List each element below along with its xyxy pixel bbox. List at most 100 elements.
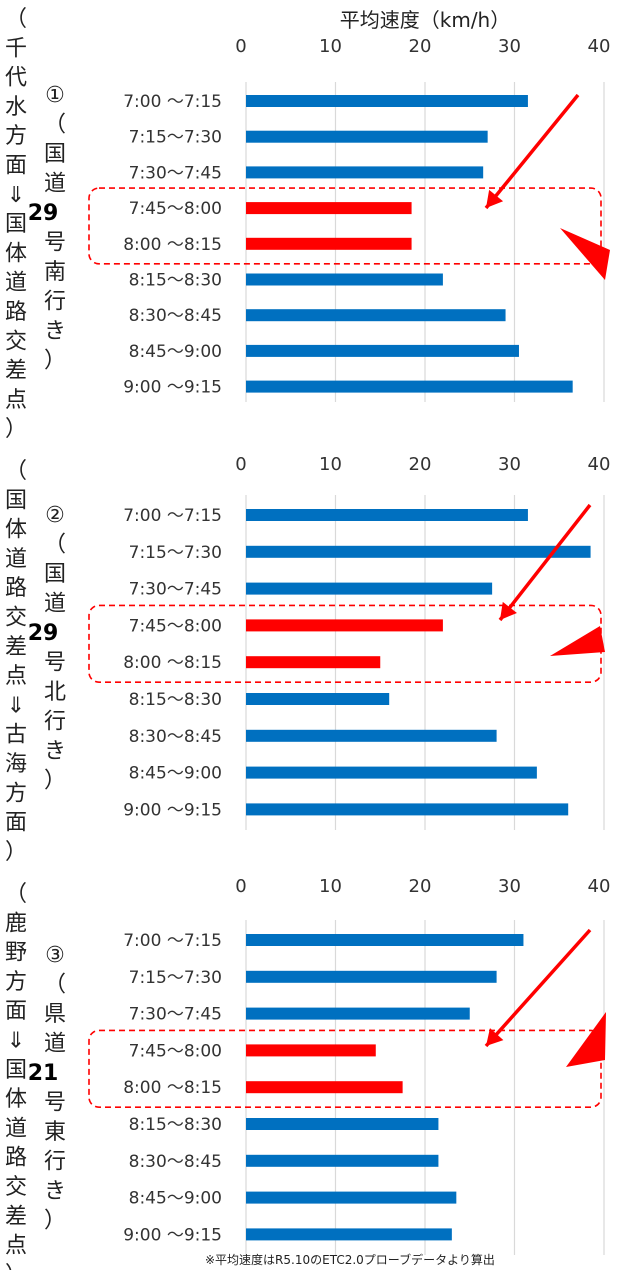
route-label-char: 29: [28, 201, 59, 226]
highlight-box: [88, 1029, 602, 1109]
bar: [246, 1228, 452, 1241]
arrowhead: [500, 601, 517, 620]
category-label: 8:00 ～8:15: [123, 653, 222, 673]
category-label: 8:30～8:45: [129, 306, 222, 326]
x-tick-label: 30: [498, 876, 521, 897]
category-label: 7:15～7:30: [129, 543, 222, 563]
direction-label-char: 方: [5, 781, 27, 806]
direction-label-char: ）: [5, 840, 27, 865]
bar: [246, 1191, 457, 1204]
direction-label-char: 面: [5, 999, 27, 1024]
category-label: 7:30～7:45: [129, 1005, 222, 1025]
direction-label-char: （: [5, 7, 27, 32]
category-label: 7:30～7:45: [129, 580, 222, 600]
direction-label-char: 道: [5, 271, 27, 296]
route-label-char: 道: [44, 172, 66, 197]
bar: [246, 1118, 439, 1130]
bar: [246, 309, 506, 322]
category-label: 9:00 ～9:15: [123, 378, 222, 398]
route-label-char: き: [44, 1179, 66, 1204]
route-label-char: ①: [45, 83, 65, 108]
route-label-char: き: [44, 319, 66, 344]
route-label-char: （: [44, 533, 66, 558]
direction-label-char: 路: [5, 1146, 27, 1171]
category-label: 8:00 ～8:15: [123, 1078, 222, 1098]
route-label-char: 道: [44, 592, 66, 617]
category-label: 8:30～8:45: [129, 727, 222, 747]
x-tick-label: 0: [235, 454, 246, 475]
direction-label-char: 交: [5, 329, 27, 354]
route-label-char: 行: [44, 1150, 66, 1175]
direction-label-char: 方: [5, 124, 27, 149]
large-arrowhead: [550, 626, 605, 656]
direction-label-char: 国: [5, 212, 27, 237]
route-label-char: ）: [44, 769, 66, 794]
bar: [246, 344, 519, 357]
direction-label-char: 体: [5, 241, 27, 266]
direction-label-char: ⇓: [7, 693, 25, 718]
arrow-line: [498, 503, 592, 622]
bar-highlighted: [246, 1044, 376, 1057]
direction-label-char: 海: [5, 752, 27, 777]
direction-label-char: ⇓: [7, 183, 25, 208]
large-arrowhead: [560, 228, 610, 280]
category-label: 7:15～7:30: [129, 128, 222, 148]
bar-highlighted: [246, 619, 443, 632]
direction-label-char: 差: [5, 635, 27, 660]
direction-label-char: 道: [5, 547, 27, 572]
category-label: 8:45～9:00: [129, 764, 222, 784]
arrow-line: [484, 93, 580, 210]
footnote: ※平均速度はR5.10のETC2.0プローブデータより算出: [205, 1252, 495, 1267]
bar: [246, 934, 524, 946]
bar: [246, 970, 497, 983]
x-tick-label: 40: [588, 876, 611, 897]
direction-label-char: 差: [5, 1204, 27, 1229]
direction-label-char: ）: [5, 417, 27, 442]
route-label-char: 県: [44, 1002, 66, 1027]
route-label-char: 29: [28, 621, 59, 646]
bar: [246, 95, 528, 107]
chart-panel-3: 0 10 20 30 40 7:00 ～7:15 7:15～7:30 7:30～7:45 7:4…: [5, 876, 610, 1270]
arrow-line: [484, 928, 592, 1048]
route-label-char: （: [44, 973, 66, 998]
x-tick-label: 10: [319, 36, 342, 57]
large-arrowhead: [566, 1012, 606, 1067]
x-tick-label: 40: [588, 454, 611, 475]
chart-panel-2: 0 10 20 30 40 7:00 ～7:15 7:15～7:30 7:30～7:45 7:4…: [5, 454, 610, 865]
route-label-char: 行: [44, 290, 66, 315]
x-tick-label: 0: [235, 36, 246, 57]
x-tick-label: 20: [409, 876, 432, 897]
bar: [246, 273, 443, 286]
bar: [246, 1154, 439, 1167]
bar: [246, 803, 569, 816]
arrowhead: [486, 189, 504, 208]
direction-label-char: （: [5, 882, 27, 907]
category-label: 7:00 ～7:15: [123, 92, 222, 112]
route-label-char: 道: [44, 1032, 66, 1057]
chart-panel-1: 0 10 20 30 40 7:00 ～7:15 7:15～7:30 7:30～7:45 7:4…: [5, 7, 610, 442]
category-label: 8:45～9:00: [129, 1189, 222, 1209]
direction-label-char: 国: [5, 1058, 27, 1083]
category-label: 8:45～9:00: [129, 342, 222, 362]
direction-label-char: ⇓: [7, 1029, 25, 1054]
direction-label-char: 交: [5, 1175, 27, 1200]
category-label: 7:45～8:00: [129, 1041, 222, 1061]
direction-label-char: 面: [5, 154, 27, 179]
route-label-char: 南: [44, 260, 66, 285]
direction-label-char: 国: [5, 488, 27, 513]
route-label-char: き: [44, 739, 66, 764]
route-label-char: 国: [44, 562, 66, 587]
bar: [246, 693, 390, 705]
route-label-char: ）: [44, 1209, 66, 1234]
x-tick-label: 10: [319, 454, 342, 475]
route-label-char: 21: [28, 1061, 59, 1086]
category-label: 7:00 ～7:15: [123, 931, 222, 951]
route-label-char: 東: [44, 1120, 66, 1145]
bar: [246, 130, 488, 143]
x-tick-label: 20: [409, 36, 432, 57]
category-label: 7:30～7:45: [129, 163, 222, 183]
direction-label-char: 野: [5, 941, 27, 966]
bar: [246, 582, 493, 595]
bar: [246, 545, 591, 558]
